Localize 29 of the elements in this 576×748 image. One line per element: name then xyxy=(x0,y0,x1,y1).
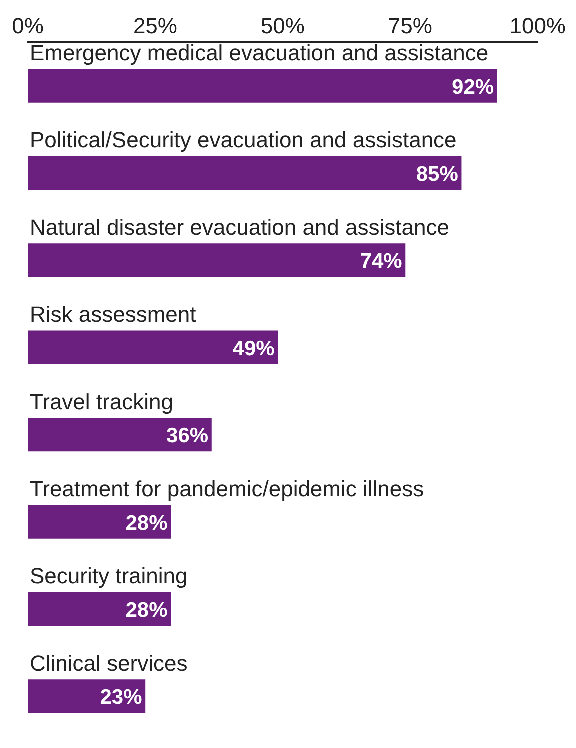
data-label: 49% xyxy=(232,337,276,360)
bar xyxy=(28,592,172,626)
bar xyxy=(28,418,212,452)
bar xyxy=(28,244,406,278)
data-label: 28% xyxy=(126,512,168,535)
bar xyxy=(28,69,498,103)
data-label: 74% xyxy=(360,250,403,274)
data-label: 92% xyxy=(452,76,494,99)
bar xyxy=(28,330,278,364)
x-tick-label: 25% xyxy=(133,13,178,38)
data-label: 36% xyxy=(166,424,209,448)
x-tick-label: 100% xyxy=(510,13,566,38)
y-tick-label: Treatment for pandemic/epidemic illness xyxy=(30,476,424,502)
data-label: 85% xyxy=(416,162,459,186)
y-tick-label: Security training xyxy=(30,564,188,589)
y-tick-label: Travel tracking xyxy=(30,389,174,414)
y-tick-label: Risk assessment xyxy=(30,302,196,328)
data-label: 28% xyxy=(126,598,168,622)
bar xyxy=(28,505,172,539)
x-tick-label: 75% xyxy=(388,13,432,38)
x-tick-label: 0% xyxy=(12,13,44,38)
y-tick-label: Political/Security evacuation and assistance xyxy=(30,128,457,153)
data-label: 23% xyxy=(100,686,143,710)
y-tick-label: Natural disaster evacuation and assistance xyxy=(30,214,450,240)
bar xyxy=(28,156,462,190)
x-tick-label: 50% xyxy=(260,13,305,38)
y-tick-label: Emergency medical evacuation and assistance xyxy=(30,40,489,66)
y-tick-label: Clinical services xyxy=(30,650,188,676)
bar xyxy=(28,680,146,714)
